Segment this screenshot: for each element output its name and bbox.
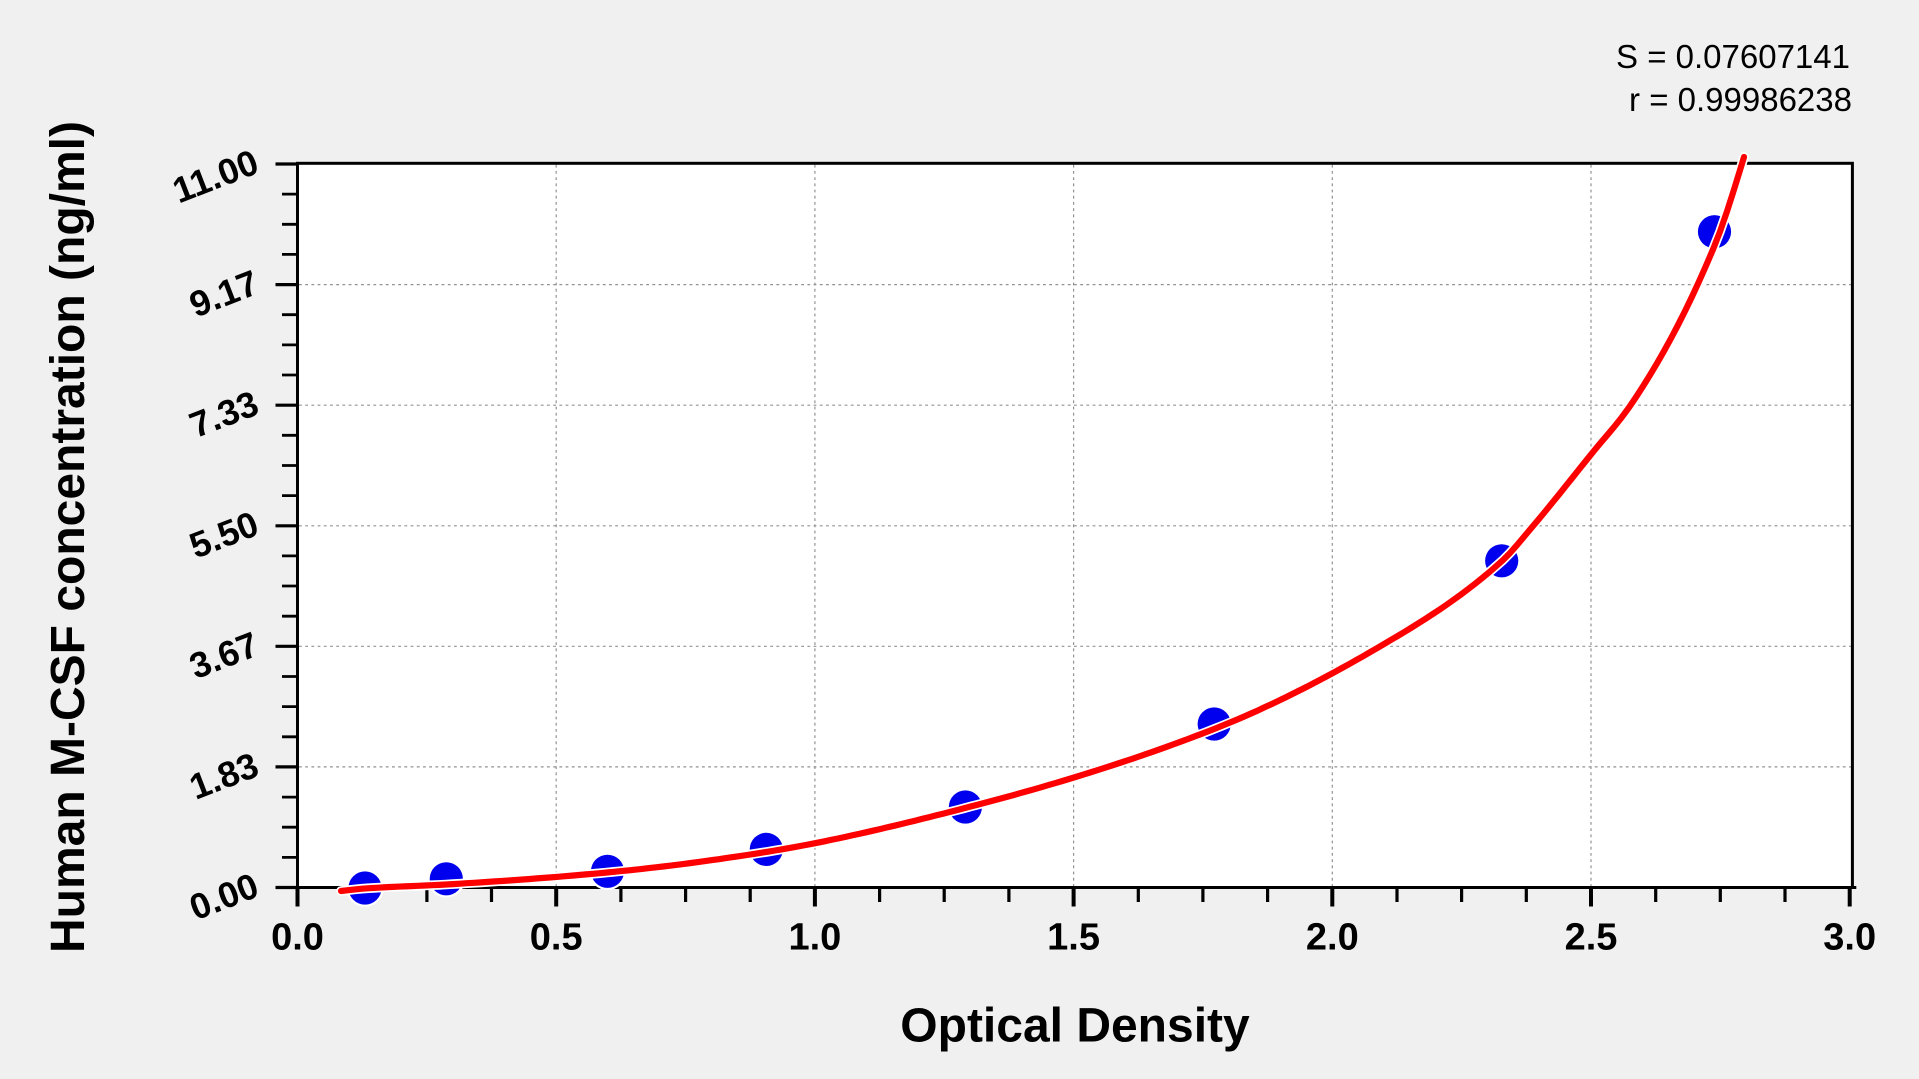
svg-text:0.5: 0.5 <box>530 917 583 959</box>
svg-text:2.5: 2.5 <box>1565 917 1618 959</box>
svg-text:S = 0.07607141: S = 0.07607141 <box>1616 38 1850 75</box>
svg-text:Human M-CSF concentration (ng/: Human M-CSF concentration (ng/ml) <box>42 121 95 953</box>
svg-text:3.0: 3.0 <box>1823 917 1876 959</box>
svg-text:r = 0.99986238: r = 0.99986238 <box>1629 81 1852 118</box>
svg-text:0.0: 0.0 <box>271 917 324 959</box>
svg-text:Optical Density: Optical Density <box>900 1000 1250 1053</box>
svg-text:2.0: 2.0 <box>1306 917 1359 959</box>
svg-text:1.5: 1.5 <box>1047 917 1100 959</box>
svg-text:1.0: 1.0 <box>788 917 841 959</box>
